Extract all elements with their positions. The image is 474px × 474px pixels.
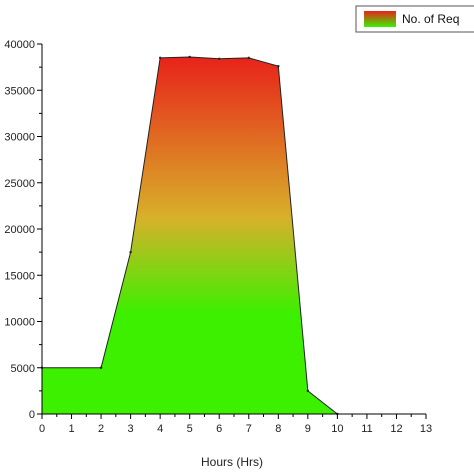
x-tick-label: 11 (361, 423, 372, 435)
data-point (99, 366, 103, 369)
x-tick-label: 13 (420, 423, 432, 435)
x-tick-label: 6 (216, 423, 222, 435)
data-point (188, 55, 191, 59)
x-tick-label: 7 (246, 423, 252, 435)
x-tick-label: 2 (98, 423, 104, 435)
x-tick-label: 12 (390, 423, 402, 435)
y-tick-label: 40000 (4, 39, 35, 51)
x-tick-label: 0 (39, 423, 45, 435)
data-point (306, 389, 310, 393)
x-tick-label: 8 (275, 423, 281, 435)
y-tick-label: 35000 (4, 85, 35, 97)
y-tick-label: 20000 (4, 224, 35, 236)
data-point (158, 56, 162, 60)
x-tick-label: 4 (157, 423, 163, 435)
y-tick-label: 0 (29, 409, 35, 421)
x-tick-label: 1 (68, 423, 74, 435)
plot-area (40, 55, 339, 416)
y-tick-label: 10000 (4, 317, 35, 329)
axes: 0 1 2 3 4 5 6 7 8 9 10 11 12 130500010000150002000025… (4, 39, 432, 435)
y-tick-label: 30000 (4, 132, 35, 144)
x-tick-label: 3 (128, 423, 134, 435)
y-tick-label: 15000 (4, 270, 35, 282)
data-point (277, 65, 280, 68)
data-point (247, 56, 250, 60)
legend-label: No. of Req (402, 12, 459, 26)
x-axis-title: Hours (Hrs) (201, 455, 263, 469)
x-tick-label: 9 (305, 423, 311, 435)
legend: No. of Req (355, 5, 474, 33)
y-tick-label: 5000 (11, 363, 35, 375)
area-fill (42, 56, 338, 414)
y-tick-label: 25000 (4, 178, 35, 190)
x-tick-label: 10 (331, 423, 343, 435)
data-point (129, 250, 132, 254)
legend-swatch (364, 11, 396, 27)
data-point (218, 57, 221, 60)
series-line (42, 56, 338, 415)
x-tick-label: 5 (187, 423, 193, 435)
